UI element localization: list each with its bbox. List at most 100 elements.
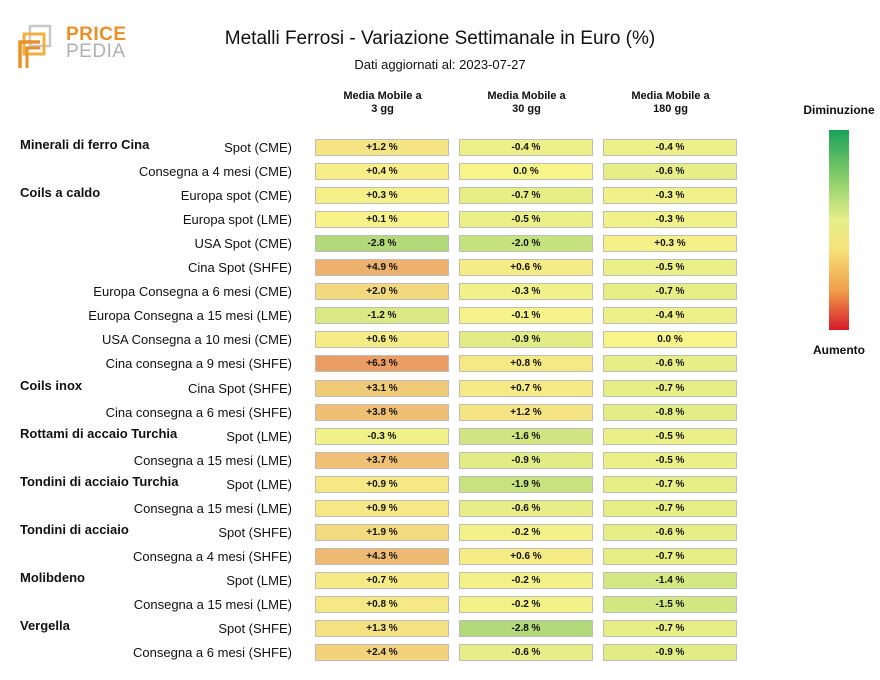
value-cell: +0.7 % [459,379,593,397]
value-cell: -0.9 % [459,331,593,349]
row-label: Spot (SHFE) [218,621,292,636]
value-cell: +3.8 % [315,403,449,421]
legend-bottom-label: Aumento [813,343,865,357]
value-cell: -1.9 % [459,475,593,493]
group-label: Molibdeno [20,569,85,585]
value-cell: +2.4 % [315,644,449,662]
row-label: USA Spot (CME) [194,236,292,252]
value-cell: -0.7 % [603,547,737,565]
row-label: Europa spot (CME) [180,188,292,204]
row-label: Consegna a 15 mesi (LME) [133,500,292,516]
value-cell: -0.2 % [459,571,593,589]
value-cell: +0.7 % [315,571,449,589]
value-cell: +0.1 % [315,211,449,229]
value-cell: -0.5 % [603,427,737,445]
value-cell: -0.4 % [459,139,593,156]
value-cell: -0.2 % [459,523,593,541]
value-cell: -2.8 % [459,620,593,637]
group-label: Vergella [20,618,70,633]
legend-top-label: Diminuzione [803,103,875,117]
value-cell: +0.3 % [315,187,449,205]
value-cell: -0.4 % [603,139,737,156]
value-cell: +0.6 % [315,331,449,349]
value-cell: +1.2 % [459,403,593,421]
value-cell: -0.3 % [603,211,737,229]
value-cell: -0.8 % [603,403,737,421]
value-cell: 0.0 % [603,331,737,349]
value-cell: +3.7 % [315,451,449,469]
value-cell: -0.6 % [603,523,737,541]
row-label: Spot (LME) [226,476,292,492]
row-label: Spot (SHFE) [218,524,292,540]
value-cell: -0.6 % [603,163,737,181]
group-label: Minerali di ferro Cina [20,137,150,152]
value-cell: +0.6 % [459,547,593,565]
chart-title: Metalli Ferrosi - Variazione Settimanale… [224,28,656,49]
row-label: Europa Consegna a 15 mesi (LME) [88,308,292,324]
value-cell: -1.4 % [603,571,737,589]
row-label: Cina Spot (SHFE) [187,380,292,396]
value-cell: -0.6 % [459,499,593,517]
row-label: Spot (CME) [224,140,292,155]
value-cell: +3.1 % [315,379,449,397]
value-cell: -0.5 % [459,211,593,229]
value-cell: -0.1 % [459,307,593,325]
group-label: Coils a caldo [20,185,101,201]
value-cell: -0.5 % [603,451,737,469]
row-label: Cina consegna a 6 mesi (SHFE) [105,404,292,420]
row-label: Europa Consegna a 6 mesi (CME) [93,284,292,300]
value-cell: -0.3 % [315,427,449,445]
row-label: Consegna a 4 mesi (CME) [138,164,292,180]
row-label: USA Consegna a 10 mesi (CME) [101,332,292,348]
row-label: Cina Spot (SHFE) [187,260,292,276]
value-cell: -0.3 % [603,187,737,205]
value-cell: +0.3 % [603,235,737,253]
row-label: Spot (LME) [226,428,292,444]
logo-text-pedia: PEDIA [66,41,126,62]
value-cell: -2.8 % [315,235,449,253]
group-label: Coils inox [20,377,83,393]
logo-text-price: PRICE [66,24,127,45]
row-label: Consegna a 4 mesi (SHFE) [133,548,292,564]
value-cell: +0.9 % [315,475,449,493]
value-cell: +1.2 % [315,139,449,156]
value-cell: -2.0 % [459,235,593,253]
group-label: Tondini di acciaio Turchia [20,473,179,489]
value-cell: -0.9 % [603,644,737,662]
value-cell: -0.7 % [603,620,737,637]
row-label: Spot (LME) [226,572,292,588]
value-cell: -1.5 % [603,595,737,613]
column-header: Media Mobile a 180 gg [631,90,710,115]
value-cell: 0.0 % [459,163,593,181]
pricepedia-logo: PRICE PEDIA [18,24,138,74]
logo-mark-icon [18,24,52,68]
value-cell: -1.6 % [459,427,593,445]
value-cell: +0.9 % [315,499,449,517]
value-cell: +0.6 % [459,259,593,277]
value-cell: -0.5 % [603,259,737,277]
row-label: Consegna a 6 mesi (SHFE) [133,645,292,661]
value-cell: -0.9 % [459,451,593,469]
value-cell: -0.4 % [603,307,737,325]
value-cell: -0.7 % [603,379,737,397]
value-cell: +6.3 % [315,355,449,373]
value-cell: -0.7 % [603,475,737,493]
value-cell: -0.3 % [459,283,593,301]
column-header: Media Mobile a 30 gg [487,90,566,115]
value-cell: -0.2 % [459,595,593,613]
chart-subtitle: Dati aggiornati al: 2023-07-27 [354,57,526,72]
value-cell: +0.8 % [459,355,593,373]
row-label: Consegna a 15 mesi (LME) [133,452,292,468]
value-cell: +0.8 % [315,595,449,613]
row-label: Cina consegna a 9 mesi (SHFE) [105,356,292,372]
value-cell: +4.9 % [315,259,449,277]
value-cell: -0.7 % [459,187,593,205]
value-cell: -0.7 % [603,499,737,517]
value-cell: +1.3 % [315,620,449,637]
row-label: Consegna a 15 mesi (LME) [133,596,292,612]
value-cell: -0.7 % [603,283,737,301]
row-label: Europa spot (LME) [182,212,292,228]
value-cell: -1.2 % [315,307,449,325]
value-cell: -0.6 % [459,644,593,662]
